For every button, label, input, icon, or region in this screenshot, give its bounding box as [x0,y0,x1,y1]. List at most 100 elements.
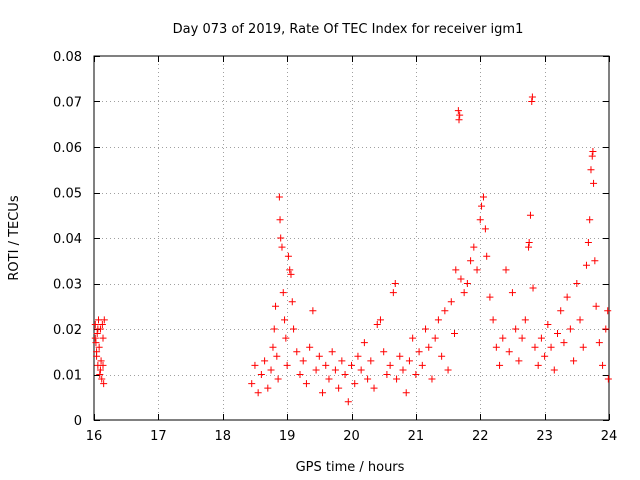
data-point-marker [402,389,410,397]
data-point-marker [434,316,442,324]
data-point-marker [455,116,463,124]
data-point-marker [431,334,439,342]
data-point-marker [415,348,423,356]
data-point-marker [94,325,102,333]
data-point-marker [290,325,298,333]
data-point-marker [277,234,285,242]
data-point-marker [529,284,537,292]
data-point-marker [373,320,381,328]
data-point-marker [287,270,295,278]
data-point-marker [591,257,599,265]
data-point-marker [454,107,462,115]
data-point-marker [537,334,545,342]
data-point-marker [531,343,539,351]
data-point-marker [272,302,280,310]
data-point-marker [96,366,104,374]
data-point-marker [306,343,314,351]
x-tick-labels: 16 17 18 19 20 21 22 23 24 [86,429,618,444]
data-point-marker [296,371,304,378]
data-point-marker [515,357,523,365]
data-point-marker [566,325,574,333]
y-axis-label: ROTI / TECUs [7,195,22,280]
data-point-marker [557,307,565,315]
y-tick-labels: 0 0.01 0.02 0.03 0.04 0.05 0.06 0.07 0.08 [53,50,82,429]
y-tick-label: 0.01 [53,369,82,384]
data-point-marker [425,343,433,351]
data-point-marker [534,361,542,369]
data-point-marker [592,302,600,310]
data-point-marker [476,216,484,224]
data-point-marker [380,348,388,356]
data-point-marker [264,384,272,392]
y-tick-label: 0.08 [53,50,82,65]
data-point-marker [96,371,104,378]
data-point-marker [496,361,504,369]
data-point-marker [444,366,452,374]
data-point-marker [492,343,500,351]
data-point-marker [309,307,317,315]
data-point-marker [508,289,516,297]
data-point-marker [526,211,534,219]
grid-lines [94,56,609,420]
data-point-marker [604,307,612,315]
data-point-marker [405,357,413,365]
data-point-marker [328,348,336,356]
data-point-marker [99,334,107,342]
data-point-marker [93,330,101,338]
data-point-marker [351,380,359,388]
data-point-marker [269,343,277,351]
data-point-marker [478,202,486,210]
data-point-marker [505,348,513,356]
x-tick-label: 24 [601,429,618,444]
x-tick-label: 17 [150,429,167,444]
y-tick-label: 0.04 [53,232,82,247]
data-point-marker [547,343,555,351]
data-point-marker [579,343,587,351]
data-point-marker [479,193,487,201]
x-tick-label: 20 [343,429,360,444]
data-point-marker [357,366,365,374]
data-point-marker [364,375,372,383]
data-point-marker [586,216,594,224]
data-point-marker [451,330,458,338]
data-point-marker [312,366,320,374]
data-point-marker [360,339,368,347]
data-point-marker [93,348,101,356]
data-point-marker [91,320,99,328]
data-point-marker [456,111,464,119]
data-point-marker [386,361,394,369]
data-point-marker [573,280,581,287]
data-point-marker [554,330,561,338]
data-point-marker [447,298,455,306]
data-point-marker [383,371,391,378]
data-point-marker [319,389,327,397]
x-axis-label: GPS time / hours [296,460,405,475]
data-point-marker [584,239,592,247]
data-point-marker [286,266,294,274]
data-point-marker [560,339,568,347]
data-point-marker [570,357,578,365]
y-tick-label: 0.02 [53,323,82,338]
data-point-marker [288,298,296,306]
data-point-marker [283,361,291,369]
y-tick-label: 0.06 [53,141,82,156]
y-tick-label: 0.07 [53,96,82,111]
data-point-marker [389,289,397,297]
data-point-marker [91,334,99,342]
data-point-marker [98,320,106,328]
data-point-marker [396,352,404,360]
data-point-marker [582,261,590,269]
data-point-marker [473,266,481,274]
y-tick-label: 0 [74,414,82,429]
data-point-marker [261,357,269,365]
chart-title: Day 073 of 2019, Rate Of TEC Index for r… [173,22,524,37]
data-point-marker [463,280,471,287]
x-tick-label: 18 [214,429,231,444]
data-point-marker [460,289,468,297]
data-point-marker [588,152,596,160]
data-point-marker [604,375,612,383]
data-point-marker [528,98,536,105]
data-point-marker [98,375,106,383]
data-point-marker [518,334,526,342]
data-point-marker [457,275,465,283]
